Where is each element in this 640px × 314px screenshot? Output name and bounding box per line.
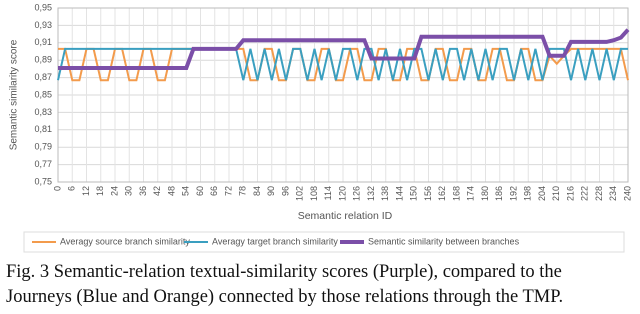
x-tick-label: 228 [594,186,604,201]
x-tick-label: 78 [238,186,248,196]
x-tick-label: 60 [195,186,205,196]
x-tick-label: 180 [480,186,490,201]
x-tick-label: 108 [309,186,319,201]
y-tick-label: 0,93 [34,20,52,30]
x-tick-label: 54 [181,186,191,196]
x-tick-label: 240 [622,186,632,201]
legend-label: Averagy target branch similarity [212,236,338,246]
x-tick-label: 18 [95,186,105,196]
x-tick-label: 168 [451,186,461,201]
x-tick-label: 198 [523,186,533,201]
y-tick-label: 0,75 [34,176,52,186]
x-tick-label: 66 [209,186,219,196]
x-tick-label: 48 [166,186,176,196]
x-tick-label: 72 [223,186,233,196]
x-tick-label: 216 [565,186,575,201]
y-tick-label: 0,77 [34,159,52,169]
series-line [57,47,628,81]
x-tick-label: 234 [608,186,618,201]
x-tick-label: 24 [109,186,119,196]
chart: Semantic similarity score Semantic relat… [9,2,632,253]
x-tick-label: 42 [152,186,162,196]
y-tick-label: 0,81 [34,124,52,134]
x-tick-label: 156 [423,186,433,201]
y-tick-label: 0,85 [34,89,52,99]
y-axis-title: Semantic similarity score [9,39,20,150]
y-tick-label: 0,91 [34,37,52,47]
x-tick-label: 12 [81,186,91,196]
x-tick-label: 132 [366,186,376,201]
legend-box [23,231,625,253]
x-tick-label: 192 [508,186,518,201]
y-tick-label: 0,79 [34,142,52,152]
x-tick-label: 204 [537,186,547,201]
series-line [58,47,629,82]
x-tick-label: 120 [337,186,347,201]
y-tick-label: 0,83 [34,107,52,117]
x-tick-label: 84 [252,186,262,196]
plot-frame [57,7,629,183]
x-tick-label: 138 [380,186,390,201]
x-tick-label: 102 [295,186,305,201]
x-tick-label: 90 [266,186,276,196]
y-tick-label: 0,89 [34,55,52,65]
x-tick-label: 96 [280,186,290,196]
series-line [58,28,630,70]
x-tick-label: 222 [580,186,590,201]
x-tick-label: 162 [437,186,447,201]
x-tick-label: 174 [466,186,476,201]
y-tick-label: 0,95 [34,2,52,12]
x-tick-label: 6 [67,186,77,191]
x-tick-label: 114 [323,186,333,200]
x-tick-label: 210 [551,186,561,201]
x-tick-label: 186 [494,186,504,201]
x-tick-label: 150 [409,186,419,201]
x-tick-label: 36 [138,186,148,196]
caption-line: Journeys (Blue and Orange) connected by … [6,287,564,307]
x-tick-label: 30 [124,186,134,196]
x-tick-label: 126 [352,186,362,201]
x-tick-label: 144 [394,186,404,201]
x-tick-label: 0 [52,186,62,191]
x-axis-title: Semantic relation ID [298,210,393,222]
caption-line: Fig. 3 Semantic-relation textual-similar… [6,262,562,282]
legend-label: Semantic similarity between branches [368,236,520,246]
legend-label: Averagy source branch similarity [60,236,190,246]
y-tick-label: 0,87 [34,72,52,82]
